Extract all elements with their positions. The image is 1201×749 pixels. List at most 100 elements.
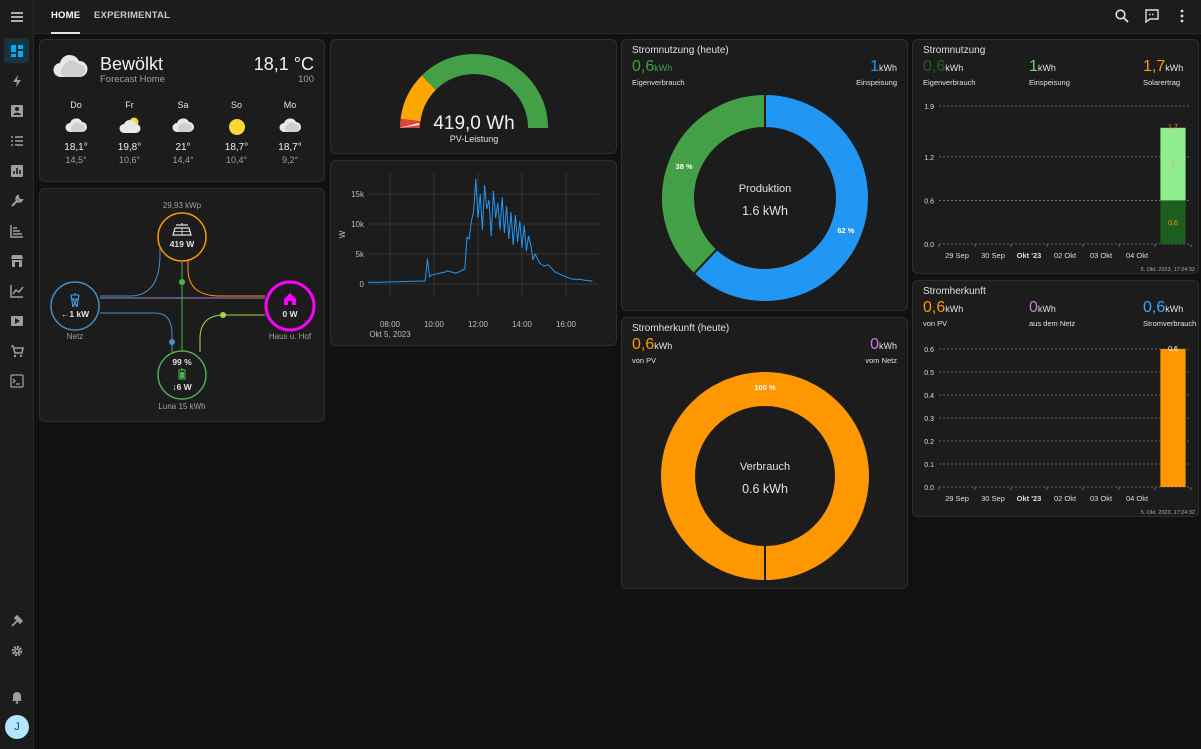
energy-flow-card[interactable]: 29,93 kWp 419 W ←1 kW Netz 0 W Haus u. H… bbox=[39, 188, 325, 422]
search-icon[interactable] bbox=[1114, 8, 1130, 24]
y-tick-label: 15k bbox=[351, 190, 365, 199]
bar-total-label: 0,6 bbox=[1168, 346, 1178, 353]
stat-label: von PV bbox=[923, 319, 948, 328]
battery-soc: 99 % bbox=[172, 357, 192, 367]
stat-label: Eigenverbrauch bbox=[923, 78, 976, 87]
x-tick-label: 02 Okt bbox=[1054, 494, 1077, 503]
sidebar-item-settings[interactable] bbox=[4, 638, 29, 663]
slice-label: 100 % bbox=[754, 383, 776, 392]
usage-today-self-label: Eigenverbrauch bbox=[632, 78, 685, 87]
y-tick-label: 0.2 bbox=[924, 439, 934, 446]
origin-week-chart: 0.6 0.5 0.4 0.3 0.2 0.1 0.0 29 Sep 30 Sep Okt '23… bbox=[924, 346, 1195, 516]
pv-gauge: 419,0 Wh PV-Leistung bbox=[399, 54, 548, 144]
bar-segment[interactable] bbox=[1160, 349, 1186, 487]
sidebar-item-timeline[interactable] bbox=[4, 218, 29, 243]
home-node[interactable] bbox=[264, 280, 316, 332]
bar-segment[interactable] bbox=[1160, 127, 1186, 201]
bar-segment[interactable] bbox=[1160, 200, 1186, 244]
sidebar-item-energy[interactable] bbox=[4, 68, 29, 93]
y-tick-label: 0.4 bbox=[924, 393, 934, 400]
gauge-label: PV-Leistung bbox=[450, 134, 499, 144]
origin-today-title: Stromherkunft (heute) bbox=[632, 323, 730, 334]
weather-card[interactable]: Bewölkt Forecast Home 18,1 °C 100 Do 18,1… bbox=[39, 39, 325, 182]
donut-center-value: 0.6 kWh bbox=[742, 482, 788, 496]
origin-today-pv-label: von PV bbox=[632, 356, 657, 365]
stat-value: 1kWh bbox=[1029, 58, 1056, 75]
flow-dot bbox=[169, 339, 175, 345]
solar-power-value: 419 W bbox=[170, 239, 196, 249]
cloudy-icon bbox=[279, 118, 301, 132]
flow-dot bbox=[179, 279, 185, 285]
sidebar-item-statistics[interactable] bbox=[4, 278, 29, 303]
forecast-high: 18,7° bbox=[224, 142, 249, 153]
pv-history-card[interactable]: 15k 10k 5k 0 08:00 10:00 12:00 14:00 16:00 Okt 5,… bbox=[330, 160, 617, 346]
sidebar-item-overview[interactable] bbox=[4, 38, 29, 63]
donut-center-label: Verbrauch bbox=[740, 461, 790, 473]
sidebar-item-media[interactable] bbox=[4, 308, 29, 333]
forecast-day: So 18,7° 10,4° bbox=[212, 100, 262, 165]
chart-date-label: Okt 5, 2023 bbox=[369, 330, 411, 339]
avatar[interactable]: J bbox=[5, 715, 29, 739]
sidebar-item-tools[interactable] bbox=[4, 188, 29, 213]
y-tick-label: 0.1 bbox=[924, 462, 934, 469]
x-tick-label: 03 Okt bbox=[1090, 251, 1113, 260]
sidebar-item-history[interactable] bbox=[4, 158, 29, 183]
dashboard-icon bbox=[10, 44, 23, 57]
x-tick-label: 04 Okt bbox=[1126, 251, 1149, 260]
top-bar: HOME EXPERIMENTAL bbox=[34, 0, 1201, 34]
timeline-icon bbox=[9, 224, 23, 238]
forecast-day-name: Mo bbox=[283, 100, 297, 110]
sidebar-item-store[interactable] bbox=[4, 248, 29, 273]
menu-icon[interactable] bbox=[4, 4, 29, 29]
origin-week-card[interactable]: Stromherkunft 0,6kWh von PV 0kWh aus dem Ne… bbox=[912, 280, 1199, 517]
home-icon bbox=[284, 293, 296, 305]
battery-icon bbox=[178, 368, 186, 380]
tab-home[interactable]: HOME bbox=[51, 0, 81, 34]
forecast-day-name: Do bbox=[70, 100, 82, 110]
forecast-low: 10,6° bbox=[118, 155, 141, 165]
weather-condition: Bewölkt bbox=[100, 54, 164, 74]
usage-today-card[interactable]: Stromnutzung (heute) 0,6kWh Eigenverbrau… bbox=[621, 39, 908, 311]
donut-slice[interactable] bbox=[661, 372, 869, 580]
y-tick-label: 0 bbox=[360, 280, 365, 289]
chart-box-icon bbox=[10, 164, 23, 177]
sunny-icon bbox=[228, 119, 245, 135]
cloudy-icon bbox=[53, 54, 88, 78]
solar-node[interactable] bbox=[157, 212, 207, 262]
sidebar-item-people[interactable] bbox=[4, 98, 29, 123]
y-tick-label: 1.9 bbox=[924, 104, 934, 111]
sidebar-item-logbook[interactable] bbox=[4, 128, 29, 153]
sidebar-item-notifications[interactable] bbox=[4, 684, 29, 709]
y-axis-label: W bbox=[338, 230, 347, 238]
stat-label: Stromverbrauch bbox=[1143, 319, 1197, 328]
tab-experimental[interactable]: EXPERIMENTAL bbox=[94, 10, 171, 21]
cloudy-icon bbox=[172, 118, 194, 132]
sidebar-item-shopping[interactable] bbox=[4, 338, 29, 363]
y-tick-label: 0.3 bbox=[924, 416, 934, 423]
sidebar-item-terminal[interactable] bbox=[4, 368, 29, 393]
weather-humidity: 100 bbox=[298, 74, 314, 85]
assist-icon[interactable] bbox=[1144, 8, 1160, 24]
wrench-icon bbox=[10, 193, 24, 207]
more-vert-icon[interactable] bbox=[1174, 8, 1190, 24]
chart-timestamp: 5. Okt. 2023, 17:24:32 bbox=[1141, 267, 1195, 273]
usage-today-export-label: Einspeisung bbox=[856, 78, 897, 87]
gear-icon bbox=[11, 645, 22, 656]
forecast-day-name: So bbox=[230, 100, 242, 110]
grid-node[interactable] bbox=[50, 281, 100, 331]
usage-week-card[interactable]: Stromnutzung 0,6kWh Eigenverbrauch 1kWh Ein… bbox=[912, 39, 1199, 274]
donut-center-label: Produktion bbox=[739, 183, 792, 195]
home-label: Haus u. Hof bbox=[269, 332, 312, 341]
donut-slice[interactable] bbox=[692, 92, 870, 303]
sidebar-item-developer-tools[interactable] bbox=[4, 608, 29, 633]
x-tick-label: 02 Okt bbox=[1054, 251, 1077, 260]
bar-value-label: 0,6 bbox=[1168, 220, 1178, 227]
stat-value: 0,6kWh bbox=[923, 58, 964, 75]
pv-gauge-card[interactable]: 419,0 Wh PV-Leistung bbox=[330, 39, 617, 154]
bar-value-label: 0,6 bbox=[1168, 416, 1178, 423]
slice-label: 62 % bbox=[837, 226, 854, 235]
donut-slice[interactable] bbox=[660, 92, 766, 276]
x-tick-label: 10:00 bbox=[424, 320, 445, 329]
y-tick-label: 0.6 bbox=[924, 198, 934, 205]
origin-today-card[interactable]: Stromherkunft (heute) 0,6kWh von PV 0kWh… bbox=[621, 317, 908, 589]
